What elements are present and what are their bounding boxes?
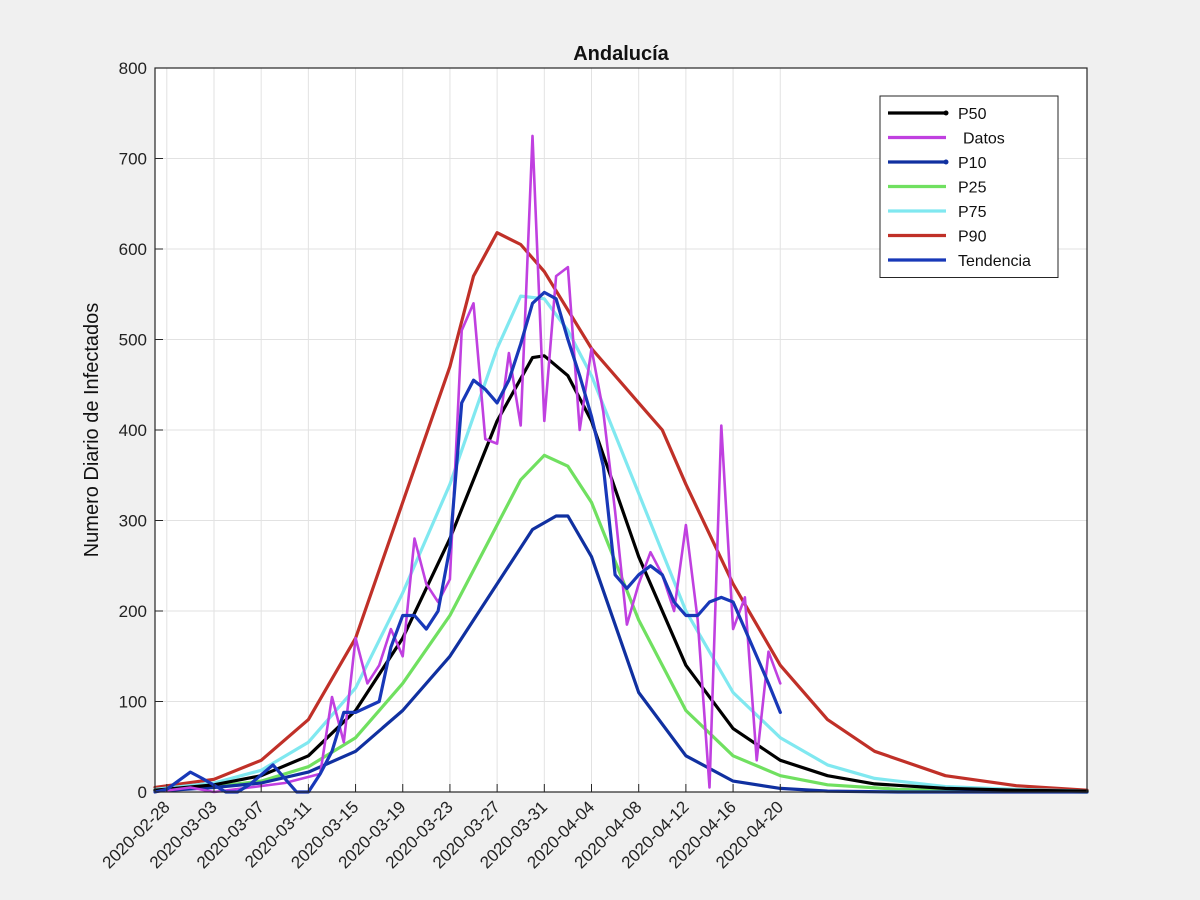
y-ticks: 0 100 200 300 400 500 600 700 800	[119, 59, 163, 802]
legend-label-tendencia: Tendencia	[958, 253, 1031, 270]
legend-box	[879, 95, 1059, 278]
y-tick-label: 700	[119, 150, 147, 169]
series-line-p75	[153, 294, 1089, 793]
series-layer	[153, 134, 1089, 794]
y-tick-label: 400	[119, 421, 147, 440]
y-tick-label: 500	[119, 331, 147, 350]
series-line-p90	[153, 231, 1089, 792]
legend-label-datos: Datos	[963, 131, 1005, 148]
series-line-p25	[153, 453, 1089, 794]
y-tick-label: 100	[119, 693, 147, 712]
legend: P50 Datos P10 P25 P75 P90 Tendencia	[879, 95, 1059, 278]
legend-label-p25: P25	[958, 180, 987, 197]
legend-label-p90: P90	[958, 229, 987, 246]
y-tick-label: 200	[119, 602, 147, 621]
series-line-p10	[153, 514, 1089, 794]
legend-marker-p10	[943, 159, 949, 165]
legend-marker-p50	[943, 110, 949, 116]
legend-label-p75: P75	[958, 204, 987, 221]
series-line-datos	[153, 134, 782, 794]
y-tick-label: 800	[119, 59, 147, 78]
legend-label-p50: P50	[958, 106, 987, 123]
y-tick-label: 600	[119, 240, 147, 259]
chart-title: Andalucía	[573, 43, 669, 65]
y-tick-label: 0	[138, 783, 147, 802]
y-axis-label: Numero Diario de Infectados	[81, 303, 103, 558]
y-tick-label: 300	[119, 512, 147, 531]
legend-label-p10: P10	[958, 155, 987, 172]
